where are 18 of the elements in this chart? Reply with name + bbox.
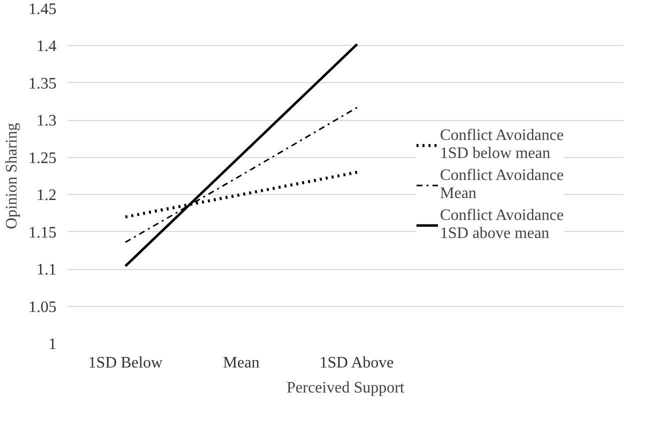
- legend-label: Conflict Avoidance Mean: [440, 167, 564, 203]
- y-tick-label: 1.15: [28, 224, 56, 242]
- x-tick-label: 1SD Above: [320, 354, 394, 372]
- y-tick-label: 1.35: [28, 75, 56, 92]
- legend-label: Conflict Avoidance 1SD below mean: [440, 127, 564, 163]
- x-tick-label: 1SD Below: [88, 354, 163, 372]
- legend-label: Conflict Avoidance 1SD above mean: [440, 207, 564, 243]
- y-tick-label: 1.3: [36, 112, 56, 130]
- x-tick-label: Mean: [223, 354, 260, 372]
- y-tick-label: 1.25: [28, 150, 56, 167]
- y-tick-label: 1.2: [36, 187, 56, 204]
- y-tick-label: 1.4: [36, 38, 56, 56]
- y-tick-label: 1.45: [28, 1, 56, 18]
- y-tick-label: 1.05: [28, 298, 56, 316]
- x-axis-title: Perceived Support: [286, 380, 405, 396]
- y-tick-label: 1: [48, 336, 56, 353]
- y-tick-label: 1.1: [36, 262, 56, 279]
- y-axis-title: Opinion Sharing: [4, 122, 20, 230]
